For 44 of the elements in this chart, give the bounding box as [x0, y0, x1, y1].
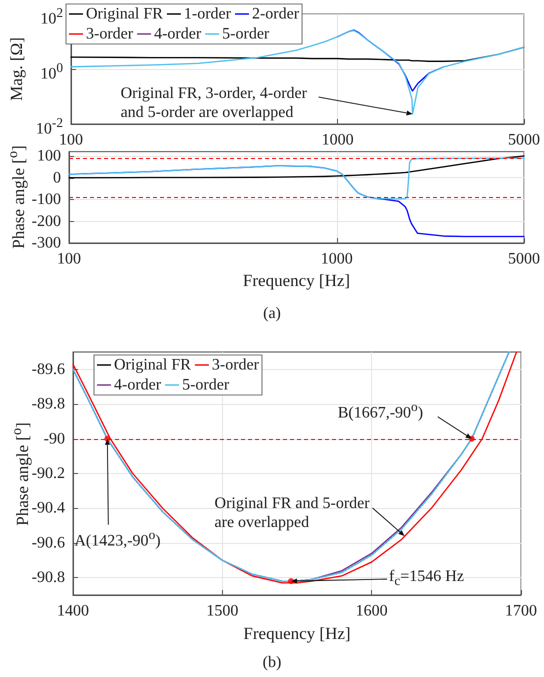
x-tick-label: 1600 — [356, 602, 388, 620]
legend-label: 4-order — [114, 376, 162, 394]
annotation: Original FR and 5-order are overlapped — [214, 494, 371, 532]
y-tick-label: -89.8 — [32, 396, 65, 413]
text: (b) — [262, 654, 282, 672]
y-tick-label: -200 — [32, 212, 61, 230]
annotation: Original FR, 3-order, 4-order and 5-order are overlapped — [120, 84, 308, 122]
x-tick-label: 100 — [59, 132, 83, 148]
x-tick-label: 5000 — [508, 250, 540, 268]
y-tick-label: -90.4 — [32, 500, 65, 517]
y-tick-label: -100 — [32, 191, 61, 208]
y-axis-title: Mag. [Ω] — [7, 37, 26, 101]
y-tick-label: 10$^{0}$ — [40, 59, 63, 84]
y-tick-label: -300 — [32, 234, 61, 252]
x-tick-label: 1400 — [57, 602, 89, 620]
annotation: f$_{c}$=1546 Hz — [389, 567, 465, 590]
x-tick-label: 1500 — [206, 602, 238, 620]
legend-label: 3-order — [212, 356, 260, 374]
legend-label: 1-order — [184, 6, 232, 22]
x-tick-label: 1700 — [505, 602, 537, 620]
legend-label: 4-order — [154, 26, 202, 42]
annotation: B(1667,-90$^{o}$) — [338, 398, 424, 422]
legend-label: Original FR — [86, 6, 164, 22]
x-axis-title: Frequency [Hz] — [243, 624, 351, 643]
x-tick-label: 100 — [57, 250, 81, 268]
y-tick-label: -90.8 — [32, 569, 65, 586]
text: (a) — [263, 305, 281, 323]
y-tick-label: -90.6 — [32, 534, 65, 552]
x-tick-label: 1000 — [320, 250, 353, 268]
legend-label: Original FR — [114, 356, 192, 374]
legend-label: 5-order — [182, 376, 230, 394]
y-tick-label: 10$^{2}$ — [40, 4, 63, 30]
legend-label: 3-order — [86, 26, 134, 42]
y-tick-label: 100 — [37, 148, 61, 164]
x-tick-label: 5000 — [508, 132, 540, 148]
y-tick-label: -90.2 — [32, 465, 65, 482]
y-tick-label: -90 — [44, 430, 65, 448]
annotation: A(1423,-90$^{o}$) — [74, 526, 162, 550]
legend-label: 5-order — [222, 26, 270, 42]
y-tick-label: 0 — [53, 169, 61, 186]
legend-label: 2-order — [252, 6, 300, 22]
x-axis-title: Frequency [Hz] — [242, 270, 350, 290]
x-tick-label: 1000 — [322, 132, 354, 148]
y-tick-label: -89.6 — [32, 360, 65, 378]
